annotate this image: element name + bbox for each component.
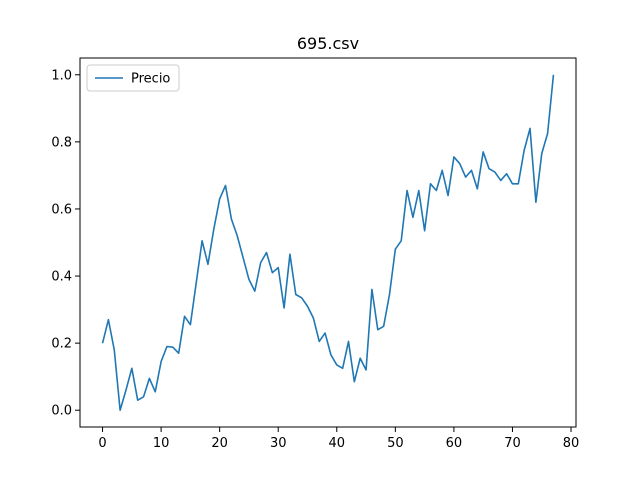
- x-tick-label: 10: [153, 436, 170, 451]
- y-tick-label: 0.0: [51, 404, 72, 419]
- legend: Precio: [86, 64, 180, 92]
- x-tick-label: 30: [270, 436, 287, 451]
- x-tick-label: 0: [98, 436, 106, 451]
- series-line-precio: [101, 74, 555, 412]
- x-tick-label: 40: [329, 436, 346, 451]
- x-axis: 0 10 20 30 40 50 60 70 80: [98, 427, 579, 451]
- x-tick-label: 70: [504, 436, 521, 451]
- y-tick-label: 1.0: [51, 68, 72, 83]
- x-tick-label: 20: [211, 436, 228, 451]
- y-axis: 0.0 0.2 0.4 0.6 0.8 1.0: [51, 68, 80, 419]
- y-tick-label: 0.2: [51, 337, 72, 352]
- chart-title: 695.csv: [297, 34, 359, 53]
- plot-frame: [79, 57, 577, 428]
- x-tick-label: 50: [387, 436, 404, 451]
- x-tick-label: 60: [446, 436, 463, 451]
- legend-label: Precio: [131, 72, 170, 87]
- legend-box: [86, 64, 180, 92]
- y-tick-label: 0.4: [51, 270, 72, 285]
- x-tick-label: 80: [563, 436, 580, 451]
- y-tick-label: 0.6: [51, 202, 72, 217]
- series-layer: [101, 74, 555, 412]
- plot-area: [79, 57, 577, 428]
- y-tick-label: 0.8: [51, 135, 72, 150]
